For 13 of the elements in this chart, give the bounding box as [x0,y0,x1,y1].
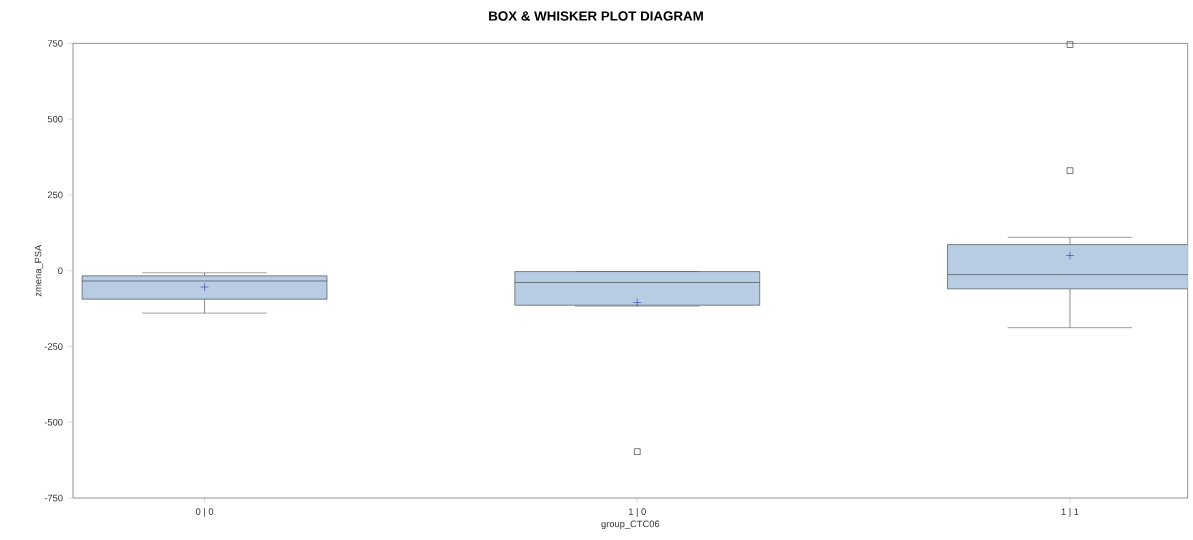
y-tick-label: 0 [58,267,63,274]
x-axis-title: group_CTC06 [601,520,660,530]
x-tick-label: 1 | 0 [628,508,646,517]
y-tick-label: 250 [47,191,63,199]
y-tick-label: -500 [44,418,63,426]
x-tick-label: 0 | 0 [195,508,214,517]
y-tick-label: 750 [47,40,63,47]
y-axis-title: zmena_PSA [34,244,44,297]
y-tick-label: 500 [47,115,63,123]
y-tick-label: -250 [44,343,63,350]
x-tick-label: 1 | 1 [1061,508,1079,517]
y-tick-label: -750 [44,494,63,502]
chart-title: BOX & WHISKER PLOT DIAGRAM [489,11,703,21]
